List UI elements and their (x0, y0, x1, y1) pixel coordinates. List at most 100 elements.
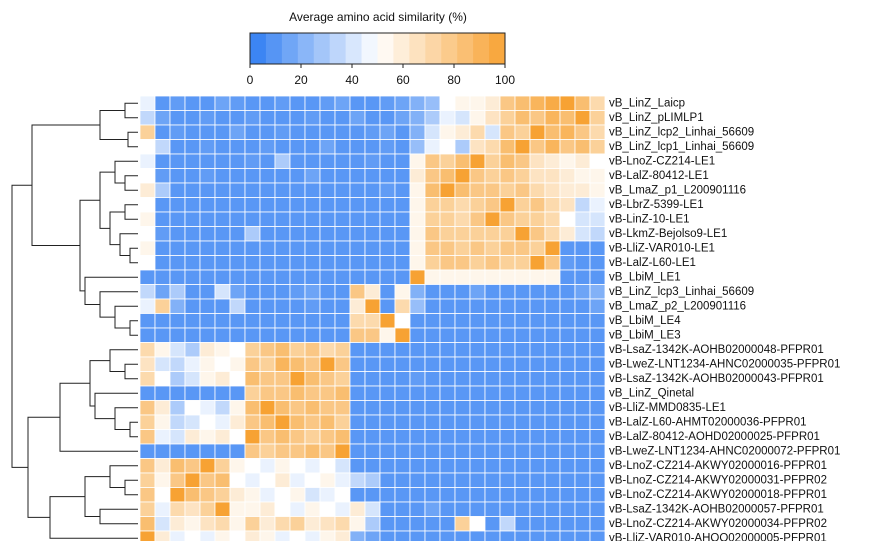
heat-cell (574, 356, 591, 372)
heat-cell (334, 516, 351, 532)
heat-cell (244, 124, 261, 140)
heat-cell (334, 371, 351, 387)
heat-cell (319, 255, 336, 271)
heat-cell (454, 255, 471, 271)
heat-cell (304, 530, 321, 546)
heat-cell (214, 110, 231, 126)
heat-cell (529, 197, 546, 213)
heat-cell (199, 327, 216, 343)
dendrogram-branch (124, 204, 138, 220)
heat-cell (544, 342, 561, 358)
heat-cell (394, 255, 411, 271)
heat-cell (259, 153, 276, 169)
heat-cell (409, 516, 426, 532)
heat-cell (334, 385, 351, 401)
heat-cell (499, 197, 516, 213)
heat-cell (214, 269, 231, 285)
heat-cell (394, 240, 411, 256)
heat-cell (499, 298, 516, 314)
heat-cell (289, 284, 306, 300)
heat-cell (514, 400, 531, 416)
colorbar-step (345, 33, 363, 64)
heat-cell (409, 371, 426, 387)
heat-cell (589, 124, 606, 140)
heat-cell (169, 400, 186, 416)
heat-cell (274, 298, 291, 314)
heat-cell (244, 284, 261, 300)
heat-cell (439, 284, 456, 300)
heat-cell (199, 139, 216, 155)
heat-cell (484, 487, 501, 503)
heat-cell (334, 429, 351, 445)
heat-cell (244, 298, 261, 314)
heat-cell (559, 110, 576, 126)
heat-cell (244, 168, 261, 184)
heat-cell (559, 269, 576, 285)
heat-cell (364, 342, 381, 358)
heat-cell (589, 414, 606, 430)
dendrogram-branch (27, 416, 60, 518)
heat-cell (244, 516, 261, 532)
heat-cell (484, 197, 501, 213)
heat-cell (559, 501, 576, 517)
heat-cell (469, 240, 486, 256)
heat-cell (154, 472, 171, 488)
heat-cell (139, 168, 156, 184)
heat-cell (589, 284, 606, 300)
heat-cell (499, 530, 516, 546)
heat-cell (439, 327, 456, 343)
heat-cell (364, 211, 381, 227)
heat-cell (454, 472, 471, 488)
heat-cell (289, 110, 306, 126)
heat-cell (454, 284, 471, 300)
heat-cell (529, 429, 546, 445)
heat-cell (559, 168, 576, 184)
heat-cell (214, 124, 231, 140)
heat-cell (499, 139, 516, 155)
heat-cell (349, 168, 366, 184)
heat-cell (589, 400, 606, 416)
heat-cell (214, 153, 231, 169)
heat-cell (334, 313, 351, 329)
heat-cell (229, 168, 246, 184)
heat-cell (289, 516, 306, 532)
heat-cell (529, 443, 546, 459)
heat-cell (409, 298, 426, 314)
heat-cell (589, 197, 606, 213)
heat-cell (424, 472, 441, 488)
heat-cell (274, 313, 291, 329)
heat-cell (274, 197, 291, 213)
heat-cell (529, 298, 546, 314)
heat-cell (499, 501, 516, 517)
dendrogram-branch (114, 305, 138, 329)
heat-cell (139, 414, 156, 430)
dendrogram-branch (124, 175, 138, 191)
colorbar-step (473, 33, 490, 64)
heat-cell (499, 472, 516, 488)
heat-cell (424, 327, 441, 343)
heat-cell (409, 197, 426, 213)
heat-cell (409, 385, 426, 401)
heat-cell (589, 458, 606, 474)
heat-cell (439, 182, 456, 198)
heat-cell (424, 385, 441, 401)
heat-cell (349, 240, 366, 256)
heat-cell (499, 240, 516, 256)
heat-cell (274, 226, 291, 242)
heat-cell (574, 240, 591, 256)
heat-cell (199, 95, 216, 111)
heat-cell (379, 211, 396, 227)
heat-cell (454, 414, 471, 430)
heat-cell (169, 487, 186, 503)
heat-cell (439, 414, 456, 430)
heat-cell (214, 371, 231, 387)
row-label: vB-LalZ-80412-AOHD02000025-PFPR01 (609, 431, 820, 443)
heat-cell (154, 153, 171, 169)
heat-cell (469, 530, 486, 546)
heat-cell (259, 313, 276, 329)
heat-cell (169, 313, 186, 329)
heat-cell (424, 269, 441, 285)
heat-cell (289, 313, 306, 329)
row-label: vB-LkmZ-Bejolso9-LE1 (609, 228, 727, 240)
heat-cell (484, 95, 501, 111)
